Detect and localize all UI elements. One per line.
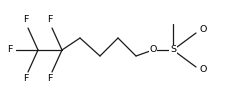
Text: F: F [23,15,29,24]
Text: S: S [170,46,176,55]
Text: F: F [47,15,53,24]
Text: F: F [7,46,12,55]
Text: O: O [200,24,207,34]
Text: F: F [47,74,53,83]
Text: O: O [149,46,157,55]
Text: O: O [200,65,207,74]
Text: F: F [23,74,29,83]
